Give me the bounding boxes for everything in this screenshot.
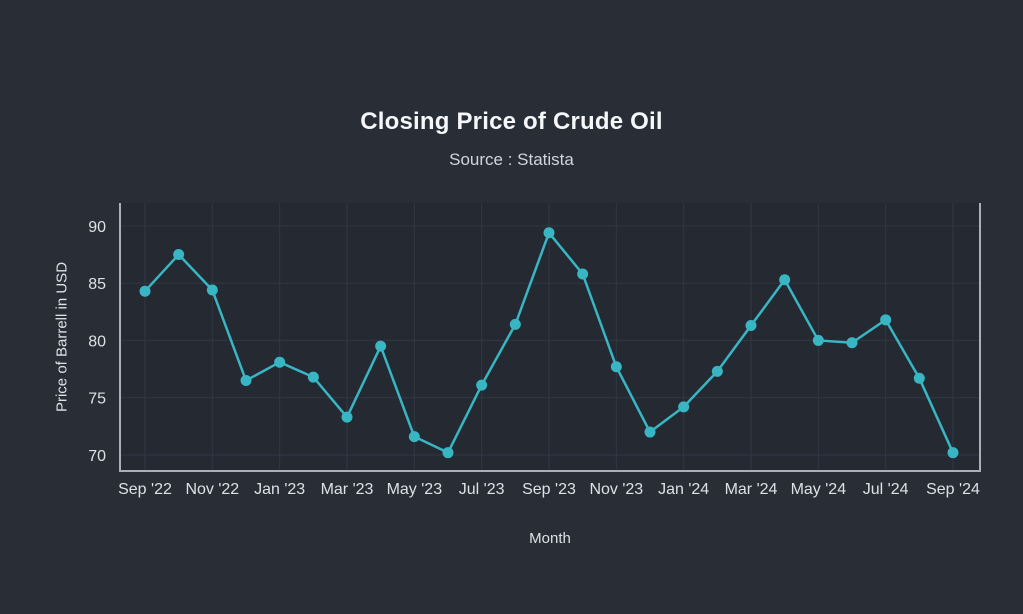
x-tick-label: Jul '23 [459,481,505,498]
data-point [812,334,824,346]
x-tick-label: Mar '24 [725,481,778,498]
data-point [476,379,488,391]
data-point [745,320,757,332]
data-point [341,411,353,423]
data-point [779,274,791,286]
data-point [880,314,892,326]
data-point [577,268,589,280]
x-tick-label: Jan '23 [254,481,305,498]
x-tick-label: Jul '24 [863,481,909,498]
data-point [846,337,858,349]
x-tick-label: Sep '24 [926,481,980,498]
data-point [139,285,151,297]
data-point [543,227,555,239]
y-tick-label: 75 [88,391,106,408]
data-point [947,447,959,459]
x-axis-title: Month [529,530,571,547]
data-point [644,426,656,438]
data-point [408,431,420,443]
data-point [509,318,521,330]
data-point [442,447,454,459]
chart-title: Closing Price of Crude Oil [360,108,663,135]
data-point [913,372,925,384]
x-tick-label: Nov '22 [185,481,239,498]
y-tick-label: 85 [88,276,106,293]
data-point [375,340,387,352]
plot-area [120,203,980,471]
x-tick-label: May '24 [791,481,847,498]
data-point [610,361,622,373]
data-point [173,249,185,261]
x-tick-label: Jan '24 [658,481,709,498]
x-tick-label: Mar '23 [321,481,374,498]
x-tick-label: Sep '23 [522,481,576,498]
x-tick-label: Nov '23 [589,481,643,498]
data-point [274,356,286,368]
data-point [206,284,218,296]
data-point [307,371,319,383]
y-tick-label: 70 [88,448,106,465]
data-point [711,365,723,377]
y-tick-label: 90 [88,219,106,236]
x-tick-label: May '23 [387,481,443,498]
data-point [240,375,252,387]
y-tick-label: 80 [88,333,106,350]
chart-subtitle: Source : Statista [449,150,574,169]
data-point [678,401,690,413]
x-tick-label: Sep '22 [118,481,172,498]
